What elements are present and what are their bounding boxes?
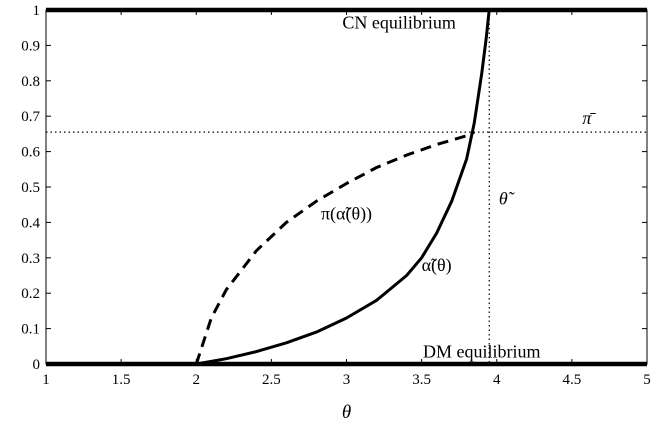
reference-lines — [46, 10, 647, 364]
x-tick-label: 4.5 — [563, 372, 582, 388]
x-tick-label: 3 — [343, 372, 351, 388]
annotation-label: DM equilibrium — [423, 342, 541, 362]
annotation-label: CN equilibrium — [342, 12, 456, 32]
series-line-3 — [194, 130, 475, 365]
series — [46, 7, 647, 367]
x-axis-label: θ — [342, 402, 351, 423]
plot-frame — [45, 9, 648, 365]
annotation-label: π(α̃(θ)) — [321, 204, 372, 225]
ticks: 1 1.5 2 2.5 3 3.5 4 4.5 5 0 0.1 0.2 0.3 0.4 0.5 0.6 0.7 0… — [21, 3, 651, 388]
y-tick-label: 0 — [33, 357, 41, 373]
y-tick-label: 0.1 — [21, 322, 40, 338]
x-tick-label: 5 — [643, 372, 651, 388]
y-tick-label: 0.3 — [21, 251, 40, 267]
y-tick-label: 0.7 — [21, 109, 40, 125]
y-tick-label: 0.5 — [21, 180, 40, 196]
y-tick-label: 1 — [33, 3, 41, 19]
x-tick-label: 4 — [493, 372, 501, 388]
series-line-2 — [196, 9, 491, 366]
y-tick-label: 0.8 — [21, 74, 40, 90]
x-tick-label: 3.5 — [412, 372, 431, 388]
reference-line-label: π̄ — [582, 108, 596, 128]
y-tick-label: 0.4 — [21, 215, 40, 231]
x-tick-label: 2.5 — [262, 372, 281, 388]
y-tick-label: 0.6 — [21, 145, 40, 161]
x-tick-label: 1 — [42, 372, 50, 388]
y-tick-label: 0.2 — [21, 286, 40, 302]
x-tick-label: 1.5 — [112, 372, 131, 388]
reference-line-label: θ̃ — [499, 189, 516, 209]
x-tick-label: 2 — [193, 372, 201, 388]
annotation-label: α̃(θ) — [422, 255, 452, 276]
y-tick-label: 0.9 — [21, 38, 40, 54]
